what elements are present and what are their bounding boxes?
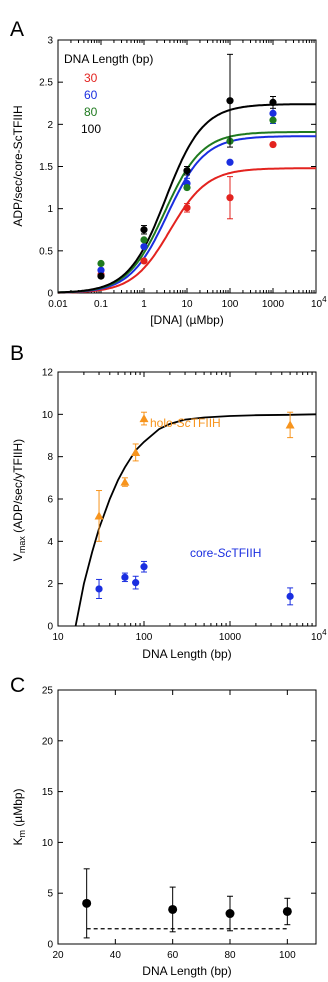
data-point bbox=[183, 204, 191, 212]
y-tick-label: 1 bbox=[47, 204, 53, 215]
x-tick-label: 10 bbox=[52, 632, 64, 643]
x-tick-label: 100 bbox=[222, 299, 239, 310]
fit-curve-60 bbox=[57, 135, 316, 294]
data-point bbox=[226, 194, 234, 202]
data-point bbox=[282, 906, 292, 916]
y-tick-label: 10 bbox=[42, 838, 54, 849]
x-tick-label: 1000 bbox=[262, 299, 285, 310]
y-tick-label: 4 bbox=[47, 537, 53, 548]
x-tick-label: 1000 bbox=[219, 632, 242, 643]
panel-c-y-axis-label: Km (µMbp) bbox=[11, 788, 27, 845]
panel-c-x-axis-label: DNA Length (bp) bbox=[142, 964, 231, 978]
data-point bbox=[120, 477, 130, 486]
y-tick-label: 2 bbox=[47, 120, 53, 131]
data-point bbox=[132, 579, 140, 587]
y-tick-label: 10 bbox=[42, 410, 54, 421]
y-tick-label: 0 bbox=[47, 289, 53, 300]
x-tick-label: 1 bbox=[141, 299, 147, 310]
panel-b-label: B bbox=[10, 342, 24, 365]
x-tick-label: 0.1 bbox=[94, 299, 108, 310]
y-tick-label: 1.5 bbox=[39, 162, 53, 173]
panel-b-points bbox=[94, 411, 295, 606]
panel-a-y-axis-label: ADP/sec/core-ScTFIIH bbox=[11, 105, 25, 226]
y-tick-label: 6 bbox=[47, 495, 53, 506]
data-point bbox=[269, 109, 277, 117]
panel-c-frame bbox=[57, 689, 317, 945]
series-label-core: core-ScTFIIH bbox=[190, 546, 261, 560]
panel-a-legend: DNA Length (bp) 30 60 80 100 bbox=[64, 52, 153, 136]
panel-a-x-axis-label: [DNA] (µMbp) bbox=[150, 313, 224, 327]
data-point bbox=[95, 585, 103, 593]
x-tick-label: 40 bbox=[110, 950, 122, 961]
y-tick-label: 20 bbox=[42, 736, 54, 747]
x-tick-label: 0.01 bbox=[48, 299, 68, 310]
panel-b-ticks: 10 100 1000 104 0 2 4 6 8 10 12 bbox=[42, 368, 327, 644]
y-tick-label: 0 bbox=[47, 940, 53, 951]
data-point bbox=[82, 898, 92, 908]
x-tick-label: 20 bbox=[52, 950, 64, 961]
legend-title: DNA Length (bp) bbox=[64, 52, 153, 66]
data-point bbox=[225, 909, 235, 919]
x-tick-label: 10 bbox=[181, 299, 193, 310]
data-point bbox=[269, 140, 277, 149]
x-tick-label: 104 bbox=[311, 628, 327, 643]
series-label-holo: holo-ScTFIIH bbox=[150, 416, 221, 430]
y-tick-label: 8 bbox=[47, 452, 53, 463]
y-tick-label: 0 bbox=[47, 622, 53, 633]
fit-curve bbox=[74, 413, 317, 627]
x-tick-label: 104 bbox=[311, 295, 327, 310]
data-point bbox=[140, 257, 148, 265]
data-point bbox=[139, 414, 149, 423]
panel-a: A 0.01 0.1 1 10 100 1000 104 0 0.5 1 1.5 2 2.5 3 [DNA… bbox=[10, 18, 327, 327]
data-point bbox=[269, 98, 277, 107]
panel-c-points bbox=[82, 868, 292, 939]
legend-item-60: 60 bbox=[84, 88, 98, 102]
data-point bbox=[131, 447, 141, 457]
data-point bbox=[97, 272, 105, 280]
data-point bbox=[94, 511, 104, 520]
data-point bbox=[269, 116, 277, 124]
data-point bbox=[226, 158, 234, 166]
panel-c-ticks: 20 40 60 80 100 0 5 10 15 20 25 bbox=[42, 686, 316, 961]
panel-b-fit-curve bbox=[74, 413, 317, 627]
data-point bbox=[286, 592, 294, 600]
data-point bbox=[226, 97, 234, 105]
data-point bbox=[168, 904, 178, 914]
y-tick-label: 5 bbox=[47, 889, 53, 900]
panel-a-label: A bbox=[10, 18, 24, 41]
data-point bbox=[97, 266, 105, 274]
panel-c-label: C bbox=[10, 674, 25, 697]
legend-item-80: 80 bbox=[84, 105, 98, 119]
data-point bbox=[183, 183, 191, 192]
x-tick-label: 100 bbox=[279, 950, 296, 961]
panel-a-ticks: 0.01 0.1 1 10 100 1000 104 0 0.5 1 1.5 2 2.5 3 bbox=[39, 36, 327, 311]
panel-b-y-axis-label: Vmax (ADP/sec/yTFIIH) bbox=[11, 439, 27, 561]
data-point bbox=[140, 563, 148, 571]
data-point bbox=[140, 226, 148, 234]
data-point bbox=[140, 236, 148, 244]
y-tick-label: 2 bbox=[47, 579, 53, 590]
legend-item-100: 100 bbox=[81, 122, 101, 136]
legend-item-30: 30 bbox=[84, 71, 98, 85]
panel-b-x-axis-label: DNA Length (bp) bbox=[142, 647, 231, 661]
y-tick-label: 3 bbox=[47, 36, 53, 47]
x-tick-label: 60 bbox=[167, 950, 179, 961]
data-point bbox=[140, 243, 148, 251]
panel-a-points bbox=[97, 53, 277, 280]
y-tick-label: 0.5 bbox=[39, 246, 53, 257]
y-tick-label: 25 bbox=[42, 686, 54, 697]
y-tick-label: 2.5 bbox=[39, 78, 53, 89]
data-point bbox=[183, 167, 191, 175]
data-point bbox=[121, 573, 129, 581]
data-point bbox=[285, 420, 295, 429]
y-tick-label: 15 bbox=[42, 787, 54, 798]
data-point bbox=[97, 259, 105, 268]
x-tick-label: 100 bbox=[136, 632, 153, 643]
y-tick-label: 12 bbox=[42, 368, 54, 379]
x-tick-label: 80 bbox=[224, 950, 236, 961]
